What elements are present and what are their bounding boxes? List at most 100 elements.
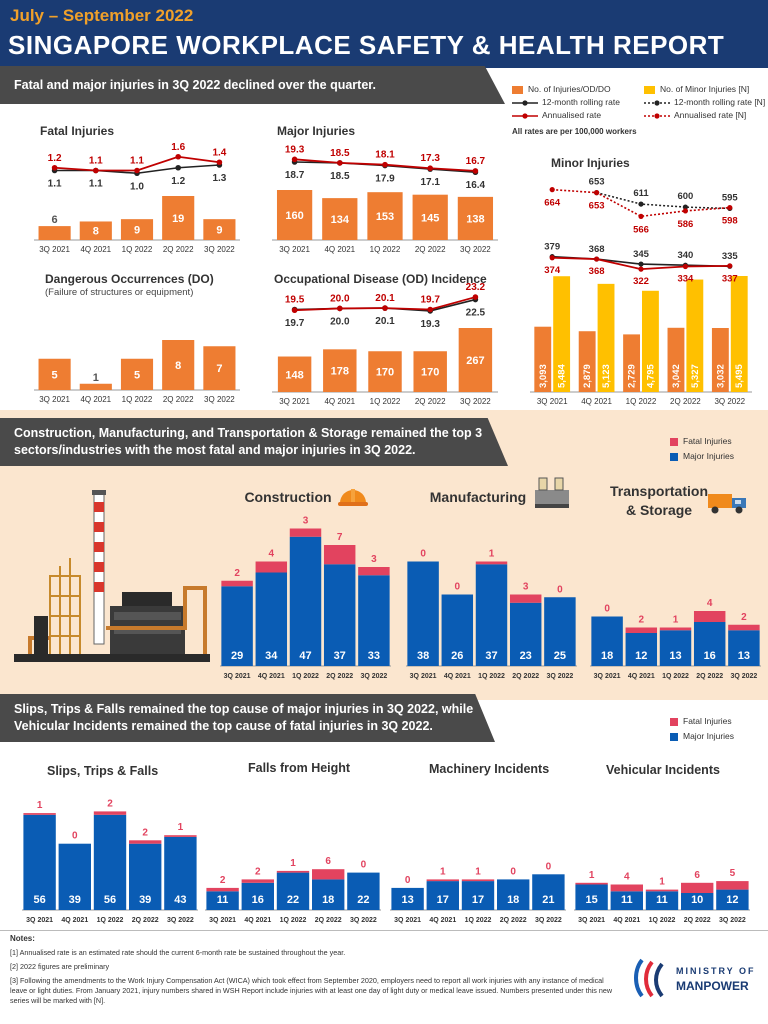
vehicular-fatal-bar [681, 882, 714, 893]
od-bar-label: 148 [285, 369, 303, 381]
slips-major-bar [93, 814, 127, 910]
slips-fatal-label: 1 [37, 800, 43, 811]
slips-fatal-label: 2 [107, 798, 113, 809]
minor-tick-label: 4Q 2021 [581, 397, 612, 406]
minor-bar-n [642, 290, 659, 392]
fatal-rolling-label: 1.3 [212, 173, 226, 184]
vehicular-fatal-bar [645, 889, 679, 892]
minor-bar [534, 326, 552, 392]
fatal-bar-label: 8 [93, 226, 99, 238]
machinery-tick-label: 1Q 2022 [465, 917, 492, 924]
manufacturing-tick-label: 2Q 2022 [512, 673, 539, 680]
fatal-tick-label: 4Q 2021 [80, 245, 111, 254]
minor-annualised-label: 368 [589, 266, 605, 277]
minor-chart: 3,093 5,484 3Q 2021 2,879 5,123 4Q 2021 2,729 4… [530, 177, 752, 406]
manufacturing-major-label: 25 [554, 650, 566, 662]
manufacturing-major-bar [475, 564, 508, 666]
od-annualised-label: 23.2 [466, 282, 486, 293]
construction-fatal-bar [323, 545, 356, 565]
vehicular-fatal-label: 1 [589, 870, 595, 881]
machinery-tick-label: 3Q 2022 [535, 917, 562, 924]
fatal-annualised-label: 1.1 [130, 156, 144, 167]
major-chart: 160 3Q 2021 134 4Q 2021 153 1Q 2022 145 2Q 2022… [272, 144, 498, 254]
minor-annualised-label: 337 [722, 273, 738, 284]
manufacturing-major-bar [407, 561, 439, 666]
transport-fatal-bar [728, 624, 760, 631]
vehicular-major-bar [681, 893, 714, 910]
fatal-rolling-label: 1.1 [48, 179, 62, 190]
minor-annualised-n-point [549, 187, 555, 193]
slips-fatal-label: 1 [178, 822, 184, 833]
legend-rolling-n-label: 12-month rolling rate [N] [674, 97, 766, 107]
fatal-rolling-label: 1.0 [130, 181, 144, 192]
vehicular-major-label: 15 [585, 894, 597, 906]
vehicular-fatal-label: 4 [624, 872, 630, 883]
slips-fatal-label: 2 [142, 827, 148, 838]
notes-divider [0, 930, 768, 931]
vehicular-major-bar [610, 891, 643, 910]
machinery-tick-label: 3Q 2021 [394, 917, 421, 924]
do-bar-label: 1 [93, 372, 99, 384]
transport-major-bar [693, 622, 726, 666]
vehicular-major-bar [645, 891, 679, 910]
major-annualised-point [427, 165, 433, 172]
fatal-tick-label: 2Q 2022 [163, 245, 194, 254]
vehicular-fatal-label: 5 [730, 868, 736, 879]
major-rolling-label: 18.5 [330, 171, 350, 182]
factory-illustration [14, 490, 210, 662]
falls-fatal-bar [206, 887, 239, 892]
machinery-fatal-bar [461, 879, 495, 882]
vehicular-major-bar [575, 884, 608, 910]
falls-major-label: 16 [252, 894, 264, 906]
machinery-major-label: 17 [437, 894, 449, 906]
slips-chart: 56 1 3Q 2021 39 0 4Q 2021 56 2 1Q 2022 39 2 2Q 2022… [22, 798, 198, 924]
od-rolling-label: 19.3 [420, 319, 440, 330]
minor-rolling-n-label: 600 [677, 191, 693, 202]
od-rolling-label: 22.5 [466, 308, 486, 319]
fatal-annualised-point [134, 167, 140, 174]
falls-fatal-label: 2 [220, 875, 226, 886]
falls-major-bar [312, 879, 345, 910]
manufacturing-tick-label: 4Q 2021 [444, 673, 471, 680]
fatal-annualised-label: 1.6 [171, 142, 185, 153]
fatal-annualised-point [51, 164, 58, 171]
od-rolling-label: 20.0 [330, 316, 350, 327]
od-bar-label: 170 [421, 367, 439, 379]
construction-tick-label: 4Q 2021 [258, 673, 285, 680]
vehicular-major-label: 12 [726, 894, 738, 906]
legend-minor-label: No. of Minor Injuries [N] [660, 84, 750, 94]
od-annualised-point [291, 307, 298, 314]
major-annualised-label: 18.1 [375, 150, 395, 161]
do-tick-label: 2Q 2022 [163, 395, 194, 404]
report-period: July – September 2022 [10, 6, 194, 25]
minor-bar [578, 331, 596, 392]
section1-banner: Fatal and major injuries in 3Q 2022 decl… [0, 66, 505, 104]
transport-tick-label: 3Q 2021 [594, 673, 621, 680]
machinery-fatal-label: 1 [475, 866, 481, 877]
construction-major-bar [323, 564, 356, 666]
manufacturing-major-bar [544, 597, 576, 666]
manufacturing-chart: 38 0 3Q 2021 26 0 4Q 2021 37 1 1Q 2022 23 3 2Q 2022… [406, 549, 577, 680]
machinery-fatal-label: 1 [440, 866, 446, 877]
minor-annualised-label: 374 [544, 265, 561, 276]
do-title: Dangerous Occurrences (DO) [45, 272, 214, 286]
injuries-swatch [512, 85, 523, 94]
section2-banner-line1: Construction, Manufacturing, and Transpo… [14, 426, 483, 440]
rolling-n-line-icon [644, 100, 670, 106]
minor-annualised-point [682, 263, 688, 270]
minor-rolling-label: 379 [544, 242, 560, 253]
machinery-fatal-label: 0 [405, 875, 411, 886]
do-tick-label: 4Q 2021 [80, 395, 111, 404]
transport-chart: 18 0 3Q 2021 12 2 4Q 2021 13 1 1Q 2022 16 4 2Q 2022… [590, 598, 761, 680]
minor-annualised-n-label: 566 [633, 224, 649, 235]
manufacturing-tick-label: 1Q 2022 [478, 673, 505, 680]
minor-bar-label: 2,879 [582, 364, 593, 388]
do-tick-label: 3Q 2021 [39, 395, 70, 404]
notes-title: Notes: [10, 934, 35, 943]
vehicular-major-label: 11 [656, 894, 668, 906]
od-bar [368, 351, 402, 392]
machinery-major-label: 13 [401, 894, 413, 906]
machinery-major-bar [461, 881, 495, 910]
cause-major-swatch [670, 732, 678, 741]
transport-title: Transportation & Storage [604, 482, 714, 520]
